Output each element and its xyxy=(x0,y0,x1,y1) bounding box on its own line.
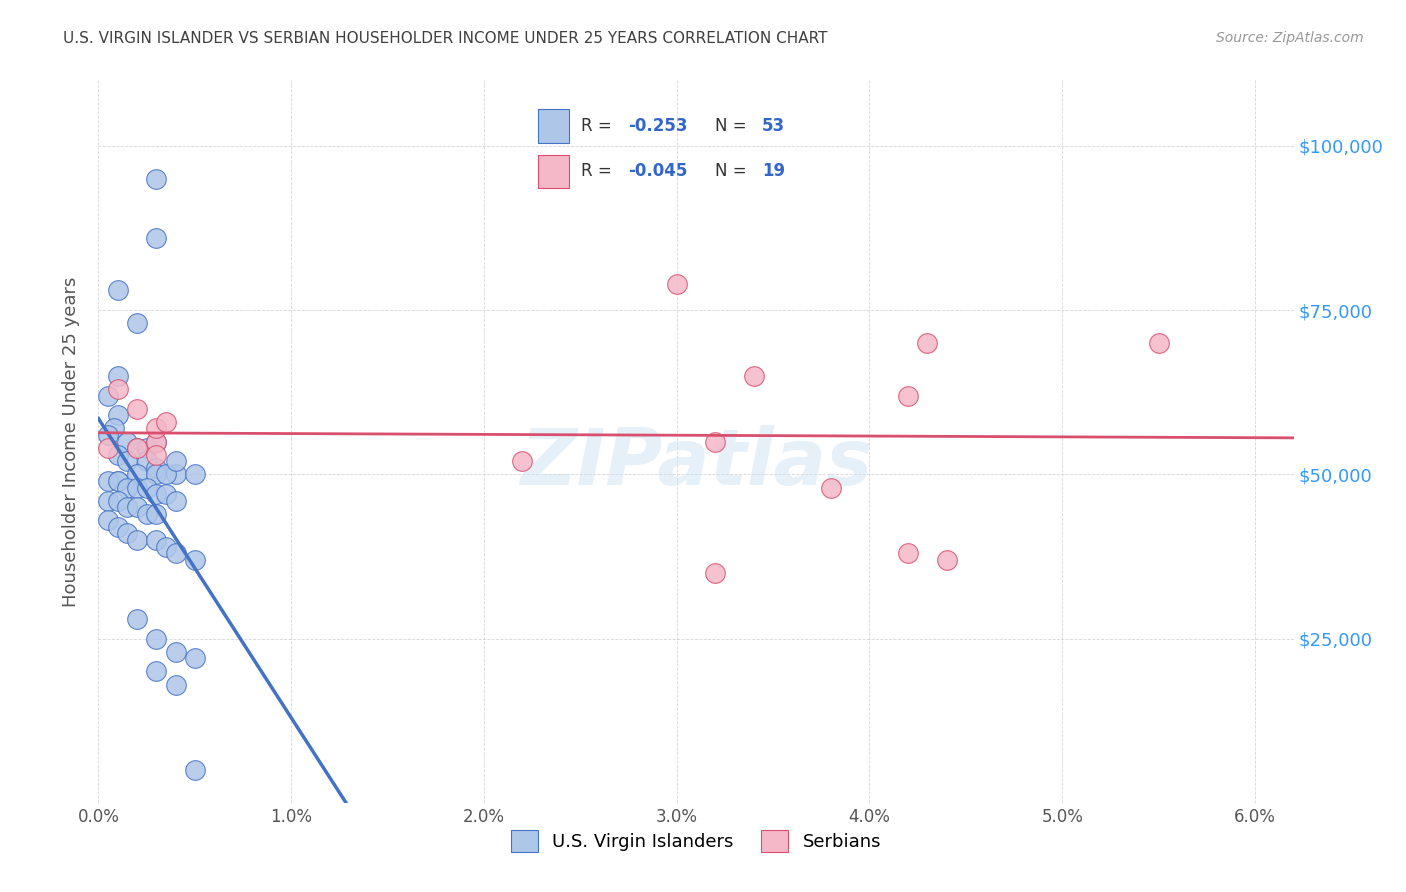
Point xyxy=(155,467,177,482)
Point xyxy=(145,171,167,186)
Point xyxy=(135,481,157,495)
Point xyxy=(155,487,177,501)
Point xyxy=(165,645,187,659)
Point xyxy=(117,481,139,495)
Point xyxy=(117,454,139,468)
Point xyxy=(107,409,129,423)
Point xyxy=(135,454,157,468)
Point xyxy=(97,493,120,508)
Point xyxy=(184,467,207,482)
Point xyxy=(107,368,129,383)
Point xyxy=(125,481,148,495)
Point xyxy=(103,421,125,435)
Point xyxy=(145,487,167,501)
Point xyxy=(107,382,129,396)
Point xyxy=(184,553,207,567)
Point xyxy=(97,513,120,527)
Point xyxy=(135,441,157,455)
Point xyxy=(1147,336,1170,351)
Point xyxy=(704,434,727,449)
Point xyxy=(125,467,148,482)
Point xyxy=(107,520,129,534)
Point xyxy=(704,566,727,580)
Point xyxy=(107,474,129,488)
Point xyxy=(125,401,148,416)
Point xyxy=(742,368,765,383)
Point xyxy=(935,553,957,567)
Point xyxy=(145,507,167,521)
Point xyxy=(897,388,920,402)
Point xyxy=(97,388,120,402)
Point xyxy=(145,533,167,547)
Y-axis label: Householder Income Under 25 years: Householder Income Under 25 years xyxy=(62,277,80,607)
Point xyxy=(155,540,177,554)
Point xyxy=(184,763,207,777)
Point xyxy=(165,467,187,482)
Point xyxy=(145,421,167,435)
Point xyxy=(512,454,534,468)
Point xyxy=(97,428,120,442)
Point xyxy=(820,481,842,495)
Text: U.S. VIRGIN ISLANDER VS SERBIAN HOUSEHOLDER INCOME UNDER 25 YEARS CORRELATION CH: U.S. VIRGIN ISLANDER VS SERBIAN HOUSEHOL… xyxy=(63,31,828,46)
Point xyxy=(145,448,167,462)
Point xyxy=(184,651,207,665)
Point xyxy=(145,434,167,449)
Point xyxy=(107,448,129,462)
Point xyxy=(125,441,148,455)
Point xyxy=(117,526,139,541)
Point xyxy=(145,632,167,646)
Point xyxy=(125,316,148,330)
Point xyxy=(145,467,167,482)
Point xyxy=(125,441,148,455)
Point xyxy=(165,546,187,560)
Point xyxy=(665,277,688,291)
Point xyxy=(107,474,129,488)
Point xyxy=(165,677,187,691)
Point xyxy=(135,507,157,521)
Point xyxy=(125,612,148,626)
Point xyxy=(117,434,139,449)
Point xyxy=(145,460,167,475)
Point xyxy=(97,441,120,455)
Point xyxy=(145,434,167,449)
Point xyxy=(97,474,120,488)
Point xyxy=(145,231,167,245)
Point xyxy=(107,284,129,298)
Legend: U.S. Virgin Islanders, Serbians: U.S. Virgin Islanders, Serbians xyxy=(503,822,889,859)
Point xyxy=(897,546,920,560)
Text: Source: ZipAtlas.com: Source: ZipAtlas.com xyxy=(1216,31,1364,45)
Point xyxy=(125,500,148,515)
Point xyxy=(125,533,148,547)
Point xyxy=(165,493,187,508)
Text: ZIPatlas: ZIPatlas xyxy=(520,425,872,501)
Point xyxy=(107,493,129,508)
Point xyxy=(165,454,187,468)
Point xyxy=(145,665,167,679)
Point xyxy=(117,500,139,515)
Point xyxy=(155,415,177,429)
Point xyxy=(917,336,939,351)
